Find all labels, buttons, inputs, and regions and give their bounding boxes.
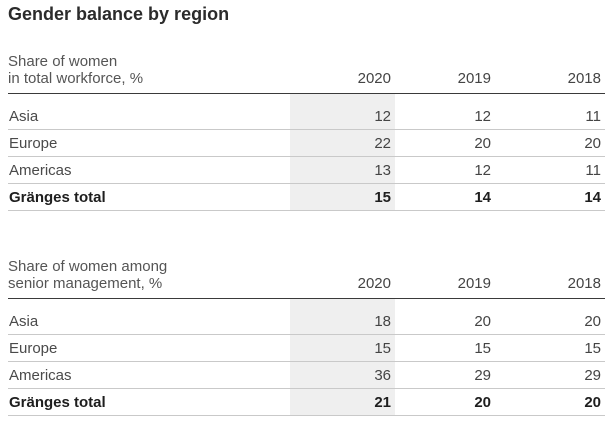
cell-2018: 11: [495, 156, 605, 184]
year-header-2019: 2019: [395, 253, 495, 299]
table-row: Americas 36 29 29: [8, 361, 605, 389]
cell-2019: 20: [395, 308, 495, 335]
row-label: Asia: [8, 308, 290, 335]
cell-2018: 20: [495, 129, 605, 157]
table-row: Europe 22 20 20: [8, 129, 605, 157]
table-row: Asia 12 12 11: [8, 103, 605, 130]
cell-2020: 15: [290, 334, 395, 362]
cell-2020: 22: [290, 129, 395, 157]
header-line-1: Share of women: [8, 53, 118, 70]
spacer-row: [8, 93, 605, 103]
cell-2019: 20: [395, 129, 495, 157]
workforce-header-label: Share of women in total workforce, %: [8, 48, 290, 94]
header-line-2: in total workforce, %: [8, 70, 144, 87]
cell-2020: 36: [290, 361, 395, 389]
total-label: Gränges total: [8, 183, 290, 211]
row-label: Asia: [8, 103, 290, 130]
row-label: Americas: [8, 361, 290, 389]
cell-2018: 11: [495, 103, 605, 130]
table-row: Americas 13 12 11: [8, 156, 605, 184]
table-row: Asia 18 20 20: [8, 308, 605, 335]
page-title: Gender balance by region: [8, 4, 230, 24]
row-label: Europe: [8, 129, 290, 157]
table-header-row: Share of women among senior management, …: [8, 253, 605, 299]
year-header-2018: 2018: [495, 253, 605, 299]
cell-2020: 18: [290, 308, 395, 335]
senior-management-table: Share of women among senior management, …: [8, 253, 605, 416]
total-2020: 15: [290, 183, 395, 211]
cell-2018: 29: [495, 361, 605, 389]
total-2018: 20: [495, 388, 605, 416]
total-2019: 20: [395, 388, 495, 416]
total-2018: 14: [495, 183, 605, 211]
header-line-2: senior management, %: [8, 275, 163, 292]
cell-2020: 13: [290, 156, 395, 184]
senior-header-label: Share of women among senior management, …: [8, 253, 290, 299]
cell-2018: 20: [495, 308, 605, 335]
cell-2018: 15: [495, 334, 605, 362]
year-header-2020: 2020: [290, 253, 395, 299]
year-header-2020: 2020: [290, 48, 395, 94]
table-row: Europe 15 15 15: [8, 334, 605, 362]
total-row: Gränges total 21 20 20: [8, 388, 605, 416]
total-row: Gränges total 15 14 14: [8, 183, 605, 211]
row-label: Americas: [8, 156, 290, 184]
cell-2019: 12: [395, 156, 495, 184]
workforce-table: Share of women in total workforce, % 202…: [8, 48, 605, 211]
total-2019: 14: [395, 183, 495, 211]
cell-2019: 29: [395, 361, 495, 389]
year-header-2018: 2018: [495, 48, 605, 94]
year-header-2019: 2019: [395, 48, 495, 94]
total-label: Gränges total: [8, 388, 290, 416]
cell-2019: 12: [395, 103, 495, 130]
spacer-row: [8, 298, 605, 308]
total-2020: 21: [290, 388, 395, 416]
row-label: Europe: [8, 334, 290, 362]
cell-2019: 15: [395, 334, 495, 362]
cell-2020: 12: [290, 103, 395, 130]
header-line-1: Share of women among: [8, 258, 168, 275]
table-header-row: Share of women in total workforce, % 202…: [8, 48, 605, 94]
